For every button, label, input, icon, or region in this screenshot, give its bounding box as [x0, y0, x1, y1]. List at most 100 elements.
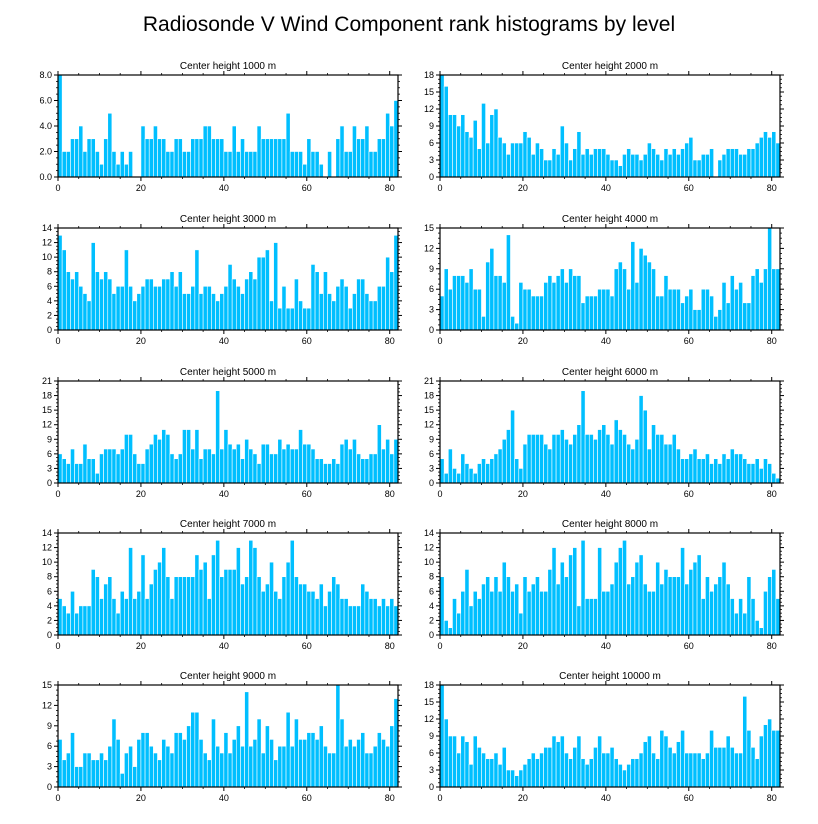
histogram-bar [709, 148, 714, 178]
histogram-bar [194, 429, 200, 484]
histogram-bar [186, 151, 191, 178]
y-tick-label: 10 [42, 252, 52, 262]
histogram-bar [547, 569, 553, 636]
y-tick-label: 4 [429, 601, 434, 611]
histogram-bar [630, 241, 636, 331]
histogram-bar [680, 148, 685, 178]
histogram-panel: Center height 8000 m 0 2 4 6 8 10 12 14 0 20 40 60 80 [424, 519, 784, 651]
histogram-bar [613, 561, 619, 636]
histogram-bar [617, 261, 623, 331]
histogram-bar [389, 725, 395, 788]
histogram-bar [206, 448, 212, 484]
panel-title: Center height 10000 m [559, 671, 661, 682]
histogram-bar [57, 739, 63, 788]
y-tick-label: 9 [429, 264, 434, 274]
histogram-bar [132, 598, 138, 636]
histogram-bar [638, 554, 644, 636]
histogram-bar [86, 300, 92, 331]
histogram-bar [530, 434, 536, 484]
histogram-bar [111, 293, 117, 331]
histogram-bar [709, 590, 714, 636]
histogram-bar [663, 148, 669, 178]
histogram-bar [376, 285, 382, 331]
histogram-bar [535, 142, 540, 178]
y-tick-label: 0 [47, 630, 52, 640]
histogram-bar [331, 576, 337, 636]
histogram-bar [443, 472, 449, 484]
histogram-bar [700, 458, 706, 484]
histogram-bar [738, 282, 743, 331]
histogram-bar [352, 293, 357, 331]
histogram-bar [206, 125, 212, 178]
histogram-bar [439, 295, 445, 331]
histogram-bar [90, 242, 96, 331]
histogram-bar [327, 590, 332, 636]
histogram-bar [555, 741, 561, 788]
histogram-bar [161, 739, 167, 788]
y-tick-label: 2 [429, 615, 434, 625]
histogram-bar [223, 429, 229, 484]
y-tick-label: 21 [424, 376, 434, 386]
histogram-bar [260, 138, 266, 178]
histogram-bar [572, 434, 578, 484]
histogram-bar [472, 735, 478, 788]
histogram-bar [339, 443, 345, 484]
histogram-bar [298, 429, 303, 484]
histogram-bar [464, 131, 470, 178]
histogram-bar [360, 732, 366, 788]
histogram-bar [705, 288, 710, 331]
histogram-bar [754, 142, 760, 178]
histogram-bar [65, 271, 71, 331]
histogram-bar [725, 735, 731, 788]
histogram-bar [559, 429, 565, 484]
y-tick-label: 6 [47, 586, 52, 596]
histogram-bar [356, 453, 361, 484]
histogram-bar [564, 438, 569, 484]
histogram-bar [385, 256, 391, 331]
histogram-bar [464, 463, 470, 484]
histogram-bar [597, 288, 603, 331]
histogram-bar [647, 142, 652, 178]
histogram-bar [617, 547, 623, 636]
histogram-bar [443, 620, 449, 636]
histogram-bar [485, 261, 491, 331]
histogram-bar [281, 745, 287, 788]
histogram-bar [754, 458, 760, 484]
histogram-bar [630, 154, 636, 178]
histogram-bar [539, 295, 544, 331]
histogram-bar [738, 154, 743, 178]
histogram-bar [186, 725, 191, 788]
histogram-bar [318, 583, 324, 636]
histogram-bar [564, 282, 569, 331]
histogram-bar [343, 438, 349, 484]
x-tick-label: 60 [302, 183, 312, 193]
histogram-bar [128, 547, 133, 636]
histogram-bar [559, 735, 565, 788]
histogram-bar [522, 764, 528, 788]
histogram-panel: Center height 4000 m 0 3 6 9 12 15 0 20 40 60 80 [424, 214, 784, 346]
histogram-bar [335, 583, 341, 636]
y-tick-label: 18 [424, 70, 434, 80]
histogram-bar [721, 747, 727, 788]
histogram-bar [676, 576, 681, 636]
histogram-bar [688, 137, 694, 178]
x-tick-label: 20 [136, 793, 146, 803]
y-tick-label: 3 [429, 305, 434, 315]
histogram-bar [169, 598, 175, 636]
histogram-bar [248, 539, 254, 636]
histogram-bar [61, 249, 67, 331]
histogram-bar [771, 472, 777, 484]
histogram-bar [539, 434, 544, 484]
histogram-bar [526, 137, 532, 178]
histogram-bar [385, 745, 391, 788]
histogram-bar [547, 159, 553, 178]
histogram-bar [277, 745, 283, 788]
panel-title: Center height 4000 m [562, 214, 658, 225]
panel-title: Center height 7000 m [180, 519, 276, 530]
histogram-bar [676, 154, 681, 178]
histogram-bar [169, 271, 175, 331]
histogram-bar [684, 583, 690, 636]
histogram-bar [124, 434, 129, 484]
histogram-bar [356, 739, 361, 788]
histogram-bar [289, 745, 295, 788]
